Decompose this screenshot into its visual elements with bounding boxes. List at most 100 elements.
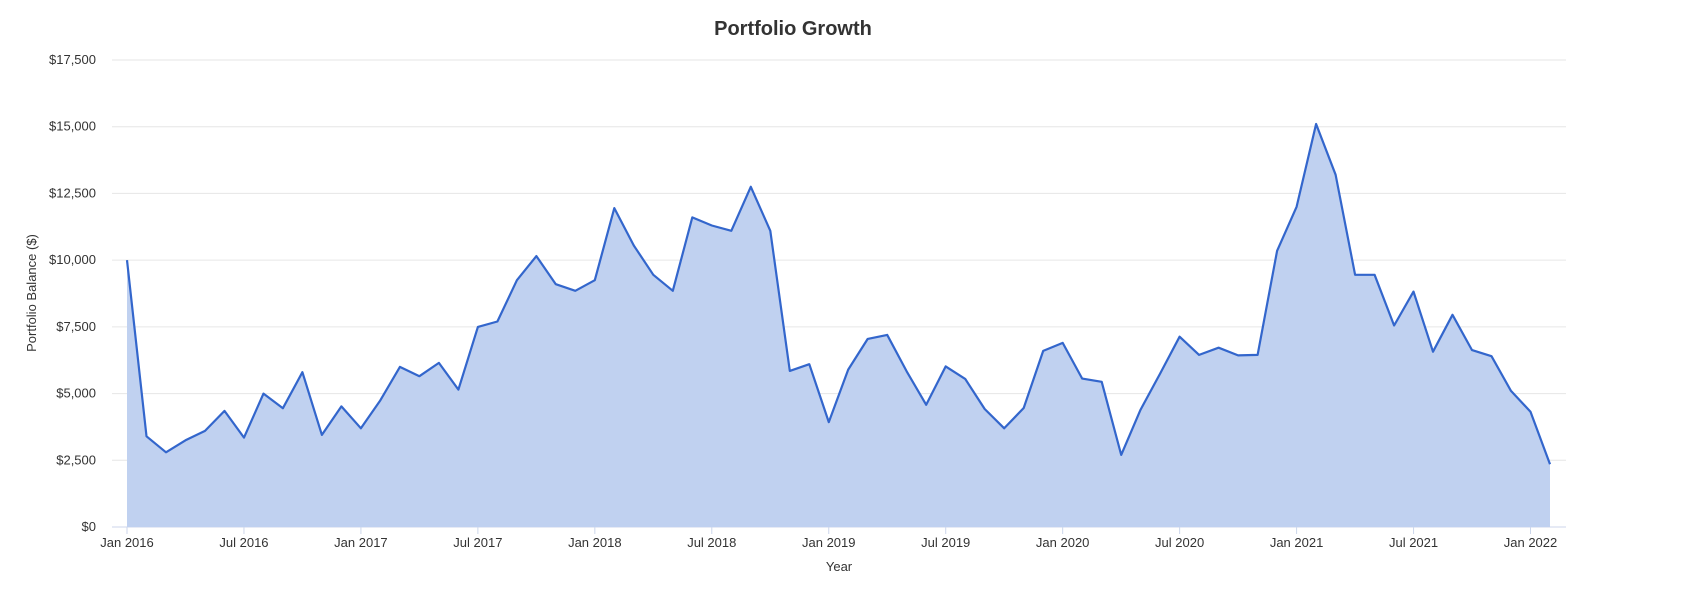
data-point[interactable]: 2019-12: 6600 xyxy=(1041,349,1045,353)
x-tick-label: Jan 2016 xyxy=(100,535,154,550)
x-tick-label: Jul 2017 xyxy=(453,535,502,550)
data-point[interactable]: 2017-11: 9100 xyxy=(554,282,558,286)
data-point[interactable]: 2018-07: 11300 xyxy=(710,223,714,227)
y-tick-label: $0 xyxy=(82,519,96,534)
y-tick-label: $10,000 xyxy=(49,252,96,267)
data-point[interactable]: 2020-05: 4400 xyxy=(1139,408,1143,412)
x-tick-label: Jan 2019 xyxy=(802,535,856,550)
y-axis-label: Portfolio Balance ($) xyxy=(24,234,39,352)
data-point[interactable]: 2018-03: 10550 xyxy=(632,243,636,247)
data-point[interactable]: 2020-08: 6450 xyxy=(1197,353,1201,357)
x-tick-label: Jan 2018 xyxy=(568,535,622,550)
data-point[interactable]: 2017-08: 7700 xyxy=(495,320,499,324)
y-tick-label: $17,500 xyxy=(49,52,96,67)
y-tick-label: $7,500 xyxy=(56,319,96,334)
data-point[interactable]: 2020-11: 6450 xyxy=(1256,353,1260,357)
x-tick-label: Jul 2020 xyxy=(1155,535,1204,550)
y-tick-label: $5,000 xyxy=(56,386,96,401)
x-tick-label: Jul 2021 xyxy=(1389,535,1438,550)
y-tick-label: $12,500 xyxy=(49,185,96,200)
data-point[interactable]: 2018-04: 9450 xyxy=(651,273,655,277)
data-point[interactable]: 2016-04: 3250 xyxy=(183,438,187,442)
data-point[interactable]: 2021-08: 6570 xyxy=(1431,350,1435,354)
data-point[interactable]: 2020-10: 6430 xyxy=(1236,353,1240,357)
data-point[interactable]: 2019-09: 4420 xyxy=(983,407,987,411)
data-point[interactable]: 2016-05: 3600 xyxy=(203,429,207,433)
data-point[interactable]: 2017-06: 5150 xyxy=(456,388,460,392)
data-point[interactable]: 2021-03: 13200 xyxy=(1334,173,1338,177)
data-point[interactable]: 2022-02: 2350 xyxy=(1548,462,1552,466)
data-point[interactable]: 2018-11: 5850 xyxy=(788,369,792,373)
x-axis-ticks: Jan 2016 Jul 2016 Jan 2017 Jul 2017 Jan 2018… xyxy=(100,527,1557,550)
data-point[interactable]: 2018-06: 11600 xyxy=(690,215,694,219)
data-point[interactable]: 2020-02: 5560 xyxy=(1080,377,1084,381)
data-point[interactable]: 2017-04: 5650 xyxy=(417,374,421,378)
data-point[interactable]: 2018-08: 11100 xyxy=(729,229,733,233)
data-point[interactable]: 2020-07: 7130 xyxy=(1178,335,1182,339)
x-axis-label: Year xyxy=(826,559,853,574)
data-point[interactable]: 2018-02: 11950 xyxy=(612,206,616,210)
x-tick-label: Jan 2022 xyxy=(1504,535,1558,550)
data-point[interactable]: 2018-05: 8850 xyxy=(671,289,675,293)
data-point[interactable]: 2016-11: 3450 xyxy=(320,433,324,437)
data-point[interactable]: 2017-07: 7500 xyxy=(476,325,480,329)
data-point[interactable]: 2019-02: 5900 xyxy=(846,368,850,372)
data-point[interactable]: 2017-09: 9250 xyxy=(515,278,519,282)
data-point[interactable]: 2021-06: 7550 xyxy=(1392,324,1396,328)
data-point[interactable]: 2018-09: 12750 xyxy=(749,185,753,189)
data-point[interactable]: 2016-10: 5800 xyxy=(300,370,304,374)
data-point[interactable]: 2022-01: 4320 xyxy=(1529,410,1533,414)
data-point[interactable]: 2019-06: 4580 xyxy=(924,403,928,407)
data-point[interactable]: 2021-07: 8820 xyxy=(1412,290,1416,294)
data-point[interactable]: 2016-06: 4350 xyxy=(222,409,226,413)
data-point[interactable]: 2019-04: 7200 xyxy=(885,333,889,337)
data-point[interactable]: 2017-02: 4750 xyxy=(378,398,382,402)
portfolio-area-fill xyxy=(127,124,1550,527)
data-point[interactable]: 2019-01: 3930 xyxy=(827,420,831,424)
data-point[interactable]: 2021-11: 6400 xyxy=(1490,354,1494,358)
data-point[interactable]: 2020-01: 6900 xyxy=(1061,341,1065,345)
y-tick-label: $15,000 xyxy=(49,119,96,134)
y-axis-ticks: $0 $2,500 $5,000 $7,500 $10,000 $12,500 $15,00… xyxy=(49,52,96,534)
data-point[interactable]: 2021-12: 5100 xyxy=(1509,389,1513,393)
x-tick-label: Jan 2017 xyxy=(334,535,388,550)
data-point[interactable]: 2018-01: 9250 xyxy=(593,278,597,282)
data-point[interactable]: 2020-06: 5750 xyxy=(1158,372,1162,376)
data-point[interactable]: 2019-10: 3700 xyxy=(1002,426,1006,430)
data-point[interactable]: 2017-12: 8850 xyxy=(573,289,577,293)
x-tick-label: Jul 2019 xyxy=(921,535,970,550)
x-tick-label: Jul 2016 xyxy=(219,535,268,550)
data-point[interactable]: 2021-05: 9450 xyxy=(1373,273,1377,277)
data-point[interactable]: 2016-07: 3350 xyxy=(242,436,246,440)
data-point[interactable]: 2019-07: 6020 xyxy=(944,364,948,368)
data-point[interactable]: 2017-01: 3700 xyxy=(359,426,363,430)
data-point[interactable]: 2016-08: 5000 xyxy=(261,392,265,396)
data-point[interactable]: 2021-10: 6630 xyxy=(1470,348,1474,352)
data-point[interactable]: 2016-03: 2800 xyxy=(164,450,168,454)
data-point[interactable]: 2018-12: 6100 xyxy=(807,362,811,366)
x-tick-label: Jan 2020 xyxy=(1036,535,1090,550)
data-point[interactable]: 2019-03: 7050 xyxy=(866,337,870,341)
data-point[interactable]: 2021-04: 9450 xyxy=(1353,273,1357,277)
area-layer: 2016-01: 10000 2016-02: 3400 2016-03: 2800… xyxy=(125,122,1552,527)
data-point[interactable]: 2020-12: 10350 xyxy=(1275,249,1279,253)
portfolio-series-line xyxy=(125,122,1552,465)
data-point[interactable]: 2020-03: 5440 xyxy=(1100,380,1104,384)
data-point[interactable]: 2017-05: 6150 xyxy=(437,361,441,365)
data-point[interactable]: 2017-03: 6000 xyxy=(398,365,402,369)
data-point[interactable]: 2016-12: 4520 xyxy=(339,404,343,408)
data-point[interactable]: 2016-09: 4450 xyxy=(281,406,285,410)
data-point[interactable]: 2019-08: 5550 xyxy=(963,377,967,381)
data-point[interactable]: 2021-09: 7950 xyxy=(1451,313,1455,317)
data-point[interactable]: 2020-09: 6720 xyxy=(1217,346,1221,350)
data-point[interactable]: 2019-11: 4460 xyxy=(1022,406,1026,410)
data-point[interactable]: 2017-10: 10150 xyxy=(534,254,538,258)
data-point[interactable]: 2016-01: 10000 xyxy=(125,258,129,262)
data-point[interactable]: 2019-05: 5830 xyxy=(905,369,909,373)
data-point[interactable]: 2016-02: 3400 xyxy=(144,434,148,438)
data-point[interactable]: 2021-02: 15100 xyxy=(1314,122,1318,126)
data-point[interactable]: 2020-04: 2700 xyxy=(1119,453,1123,457)
data-point[interactable]: 2021-01: 12000 xyxy=(1295,205,1299,209)
data-point[interactable]: 2018-10: 11100 xyxy=(768,229,772,233)
